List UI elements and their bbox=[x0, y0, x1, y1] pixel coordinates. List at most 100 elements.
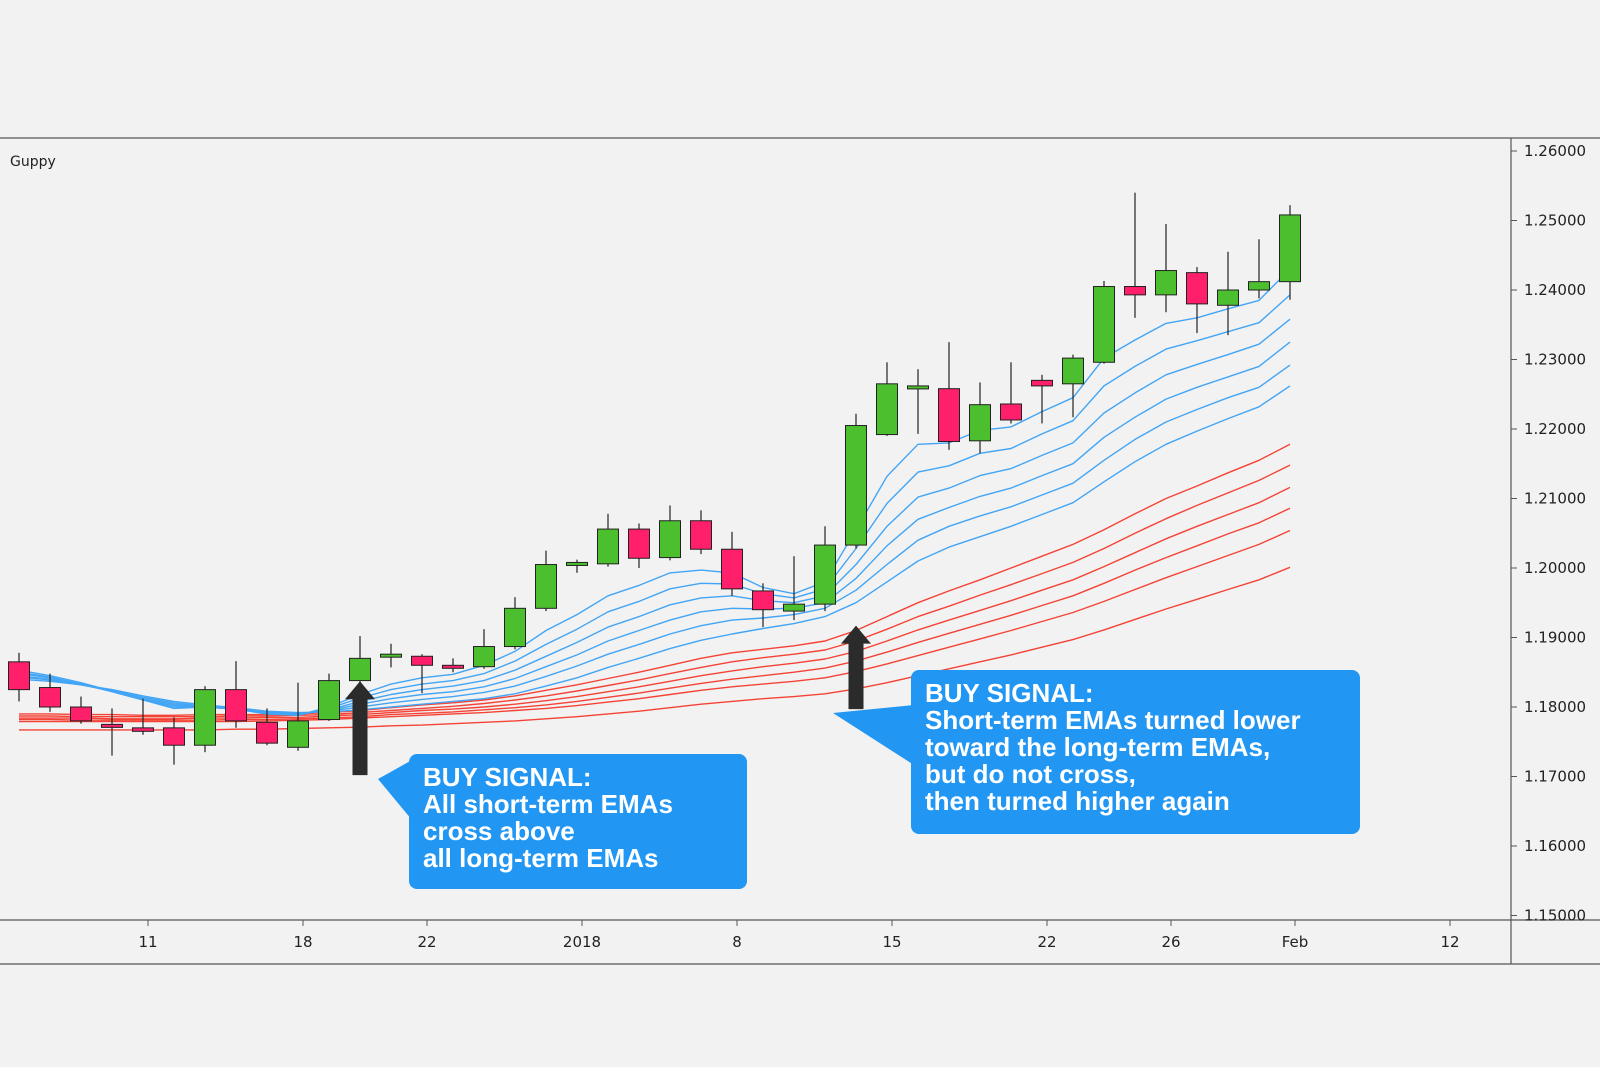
candlestick bbox=[380, 643, 402, 668]
candlestick bbox=[225, 661, 247, 728]
bullish-candle-body bbox=[566, 561, 588, 566]
candlestick bbox=[659, 505, 681, 561]
bearish-candle-body bbox=[1031, 379, 1053, 387]
candlestick bbox=[256, 708, 278, 746]
candlestick bbox=[876, 362, 898, 436]
bullish-candle-body bbox=[1093, 286, 1115, 363]
candlestick bbox=[814, 526, 836, 612]
callout-line: cross above bbox=[423, 816, 575, 846]
bullish-candle-body bbox=[473, 646, 495, 668]
callout-line: BUY SIGNAL: bbox=[423, 762, 592, 792]
bullish-candle-body bbox=[194, 689, 216, 746]
y-tick-label: 1.26000 bbox=[1524, 142, 1586, 160]
candlestick bbox=[287, 682, 309, 751]
bearish-candle-body bbox=[442, 664, 464, 669]
bearish-candle-body bbox=[752, 590, 774, 611]
long-term-ema-line bbox=[19, 566, 1291, 731]
candlestick bbox=[1031, 374, 1053, 424]
x-tick-label: 11 bbox=[138, 933, 157, 951]
bullish-candle-body bbox=[504, 607, 526, 648]
candlestick bbox=[535, 550, 557, 612]
candlestick bbox=[194, 686, 216, 753]
candlestick bbox=[70, 696, 92, 724]
candlestick bbox=[504, 597, 526, 650]
bullish-candle-body bbox=[814, 544, 836, 605]
bearish-candle-body bbox=[1124, 286, 1146, 296]
buy-signal-arrow bbox=[841, 625, 871, 710]
candlestick bbox=[349, 636, 371, 685]
x-tick-label: 8 bbox=[732, 933, 742, 951]
bearish-candle-body bbox=[163, 727, 185, 746]
bearish-candle-body bbox=[690, 520, 712, 550]
buy-signal-arrow bbox=[345, 681, 375, 776]
bullish-candle-body bbox=[969, 404, 991, 442]
callout-line: All short-term EMAs bbox=[423, 789, 673, 819]
bullish-candle-body bbox=[349, 657, 371, 682]
candlestick bbox=[628, 523, 650, 568]
bearish-candle-body bbox=[101, 723, 123, 728]
bullish-candle-body bbox=[845, 425, 867, 546]
candlestick bbox=[1093, 280, 1115, 364]
long-term-ema-line bbox=[19, 529, 1291, 723]
candlestick bbox=[690, 510, 712, 555]
candlestick bbox=[1248, 239, 1270, 299]
y-tick-label: 1.22000 bbox=[1524, 420, 1586, 438]
bullish-candle-body bbox=[876, 383, 898, 436]
candlestick bbox=[1217, 251, 1239, 336]
x-tick-label: 18 bbox=[293, 933, 312, 951]
candlestick bbox=[721, 531, 743, 596]
y-tick-label: 1.19000 bbox=[1524, 629, 1586, 647]
bearish-candle-body bbox=[721, 548, 743, 590]
bearish-candle-body bbox=[225, 689, 247, 722]
bullish-candle-body bbox=[318, 680, 340, 721]
y-axis: 1.26000 1.25000 1.24000 1.23000 1.22000 1.210… bbox=[1511, 142, 1586, 925]
bullish-candle-body bbox=[380, 653, 402, 658]
bullish-candle-body bbox=[1062, 357, 1084, 385]
bearish-candle-body bbox=[411, 655, 433, 666]
x-axis: 11 18 22 2018 8 15 22 26 Feb 12 bbox=[138, 920, 1460, 951]
bullish-candle-body bbox=[907, 385, 929, 390]
bearish-candle-body bbox=[1000, 403, 1022, 421]
bullish-candle-body bbox=[1248, 281, 1270, 291]
signal-arrows bbox=[345, 625, 871, 776]
candlestick bbox=[411, 654, 433, 694]
callout-line: BUY SIGNAL: bbox=[925, 678, 1094, 708]
candlestick bbox=[1155, 223, 1177, 313]
bullish-candle-body bbox=[1279, 214, 1301, 283]
y-tick-label: 1.24000 bbox=[1524, 281, 1586, 299]
candlestick bbox=[1000, 362, 1022, 424]
callout-pointer bbox=[378, 760, 412, 820]
bearish-candle-body bbox=[70, 706, 92, 722]
y-tick-label: 1.25000 bbox=[1524, 212, 1586, 230]
candlestick bbox=[442, 658, 464, 673]
bullish-candle-body bbox=[535, 564, 557, 609]
candlestick bbox=[907, 369, 929, 434]
x-tick-label: 22 bbox=[1037, 933, 1056, 951]
bearish-candle-body bbox=[39, 687, 61, 708]
y-tick-label: 1.17000 bbox=[1524, 768, 1586, 786]
callout-line: all long-term EMAs bbox=[423, 843, 659, 873]
candlestick bbox=[318, 673, 340, 721]
candlestick bbox=[163, 717, 185, 765]
x-tick-label: 12 bbox=[1440, 933, 1459, 951]
candlestick bbox=[101, 708, 123, 756]
buy-signal-callout-cross: BUY SIGNAL: All short-term EMAs cross ab… bbox=[409, 754, 747, 889]
bearish-candle-body bbox=[1186, 272, 1208, 305]
bullish-candle-body bbox=[597, 528, 619, 565]
candlestick bbox=[1279, 205, 1301, 300]
bearish-candle-body bbox=[132, 727, 154, 732]
candlestick bbox=[1186, 267, 1208, 334]
candlestick bbox=[597, 513, 619, 567]
bullish-candle-body bbox=[783, 603, 805, 612]
y-tick-label: 1.23000 bbox=[1524, 351, 1586, 369]
candlestick bbox=[845, 413, 867, 549]
candlestick bbox=[969, 382, 991, 454]
buy-signal-callout-bounce: BUY SIGNAL: Short-term EMAs turned lower… bbox=[911, 670, 1360, 834]
bearish-candle-body bbox=[938, 388, 960, 443]
callout-pointer bbox=[833, 705, 914, 765]
candlestick bbox=[39, 673, 61, 712]
bullish-candle-body bbox=[287, 720, 309, 748]
candlestick bbox=[473, 629, 495, 669]
x-tick-label: 22 bbox=[417, 933, 436, 951]
